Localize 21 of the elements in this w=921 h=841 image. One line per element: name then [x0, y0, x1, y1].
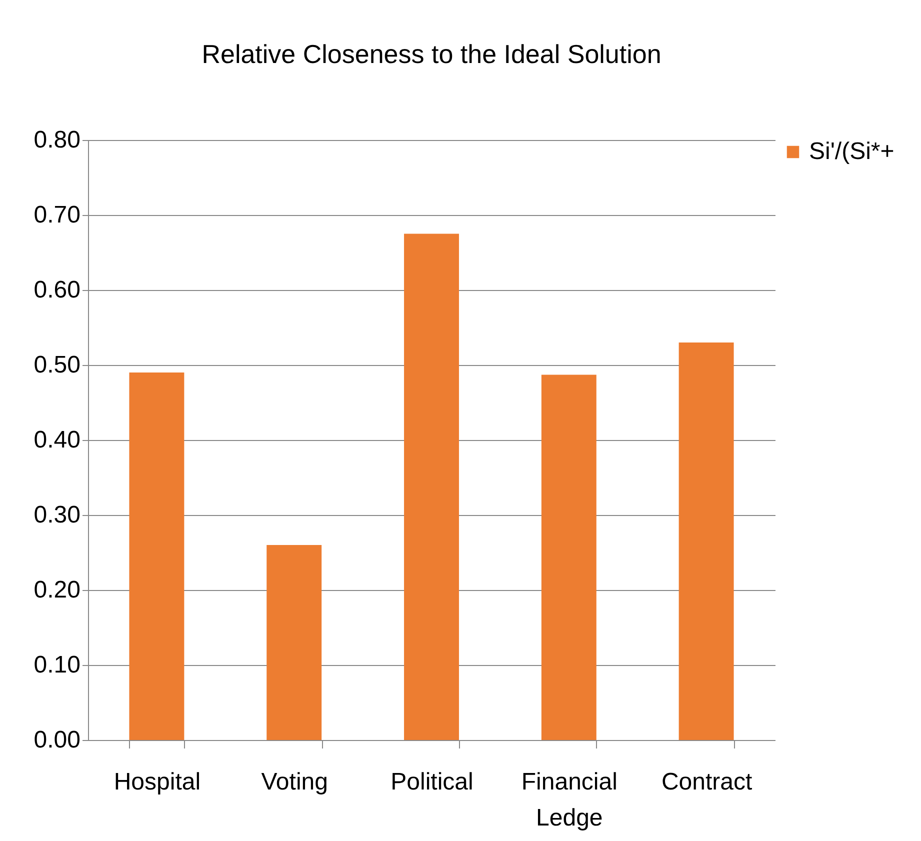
y-tick-label: 0.00: [34, 726, 80, 754]
bar: [266, 545, 322, 740]
chart-title: Relative Closeness to the Ideal Solution: [202, 39, 662, 69]
y-tick-label: 0.70: [34, 202, 80, 228]
x-tick-label: Hospital: [114, 768, 201, 796]
y-tick-label: 0.20: [34, 576, 80, 604]
bar: [678, 342, 734, 740]
y-tick-label: 0.50: [34, 352, 80, 378]
y-tick-label: 0.10: [34, 652, 80, 678]
x-tick-label: Voting: [261, 768, 328, 796]
x-tick-label: Financial Ledge: [521, 768, 618, 832]
y-tick-label: 0.30: [34, 502, 80, 528]
bar: [404, 234, 459, 740]
x-tick-label: Political: [390, 768, 474, 796]
legend-label: Si'/(Si*+: [809, 138, 894, 165]
y-tick-label: 0.40: [34, 426, 80, 454]
bar: [129, 372, 184, 740]
y-tick-label: 0.60: [34, 276, 80, 304]
y-tick-label: 0.80: [34, 126, 80, 154]
bar: [541, 374, 596, 740]
x-tick-label: Contract: [661, 768, 752, 796]
